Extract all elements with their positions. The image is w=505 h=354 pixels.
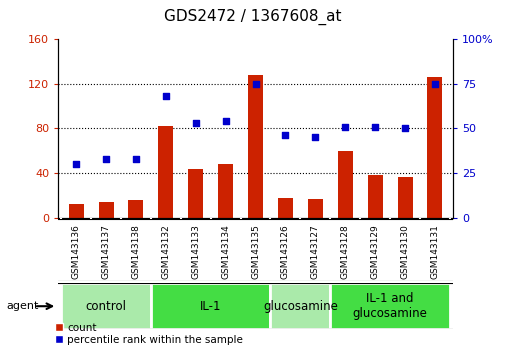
Point [191,120,199,126]
Point [400,126,408,131]
Point [221,118,229,124]
Text: GSM143127: GSM143127 [310,224,319,279]
Text: agent: agent [6,301,38,311]
Text: GSM143132: GSM143132 [161,224,170,279]
Text: GSM143135: GSM143135 [250,224,260,279]
Text: GSM143134: GSM143134 [221,224,230,279]
Point [132,156,140,161]
Bar [158,126,173,218]
Bar [150,283,270,329]
Point [311,135,319,140]
Point [72,161,80,167]
Legend: count, percentile rank within the sample: count, percentile rank within the sample [50,318,247,349]
Bar [98,202,113,218]
Text: GSM143126: GSM143126 [280,224,289,279]
Point [430,81,438,86]
Point [162,93,170,99]
Bar [270,283,330,329]
Bar [69,204,83,218]
Text: GSM143131: GSM143131 [430,224,438,279]
Text: IL-1 and
glucosamine: IL-1 and glucosamine [352,292,427,320]
Text: GSM143129: GSM143129 [370,224,379,279]
Text: IL-1: IL-1 [199,300,221,313]
Bar [427,77,441,218]
Point [370,124,378,129]
Bar [330,283,449,329]
Text: GSM143133: GSM143133 [191,224,200,279]
Point [251,81,259,86]
Bar [337,151,352,218]
Point [340,124,348,129]
Bar [307,199,322,218]
Bar [277,198,292,218]
Text: GSM143137: GSM143137 [102,224,110,279]
Bar [188,169,203,218]
Text: GSM143138: GSM143138 [131,224,140,279]
Text: GSM143130: GSM143130 [400,224,409,279]
Point [281,133,289,138]
Text: glucosamine: glucosamine [263,300,337,313]
Text: GDS2472 / 1367608_at: GDS2472 / 1367608_at [164,9,341,25]
Bar [61,283,150,329]
Text: control: control [85,300,126,313]
Text: GSM143128: GSM143128 [340,224,349,279]
Bar [218,164,233,218]
Point [102,156,110,161]
Bar [397,177,412,218]
Text: GSM143136: GSM143136 [72,224,80,279]
Bar [128,200,143,218]
Bar [367,175,382,218]
Bar [247,75,263,218]
